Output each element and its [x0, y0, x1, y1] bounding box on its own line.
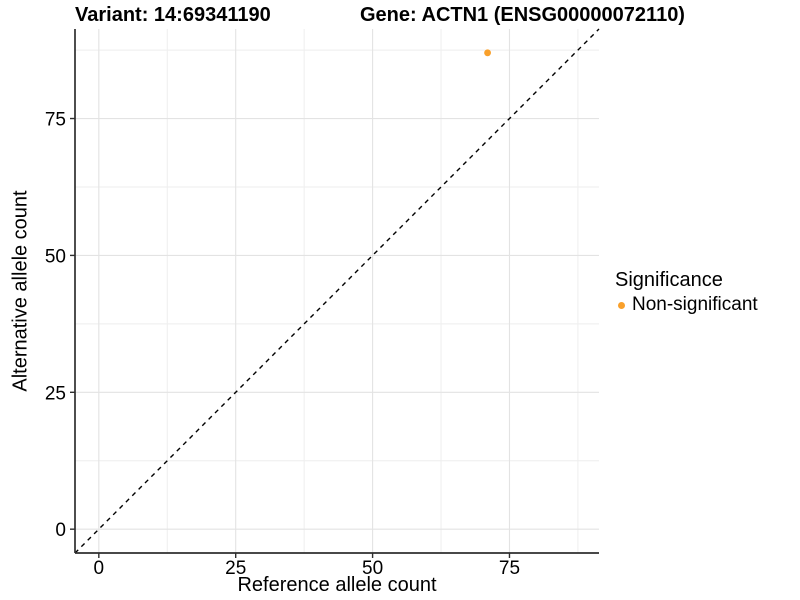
legend-title: Significance [615, 269, 723, 291]
diagonal-reference-line [74, 28, 600, 554]
y-tick-label: 50 [45, 246, 66, 267]
x-axis-title: Reference allele count [237, 574, 437, 596]
x-tick-label: 50 [362, 558, 383, 579]
legend-point-icon [618, 301, 625, 309]
data-point [484, 49, 491, 57]
x-tick-label: 0 [94, 558, 105, 579]
y-tick-label: 75 [45, 110, 66, 131]
legend-item-label: Non-significant [632, 294, 758, 315]
x-tick-label: 75 [499, 558, 520, 579]
y-tick-label: 25 [45, 383, 66, 404]
plot-title-gene: Gene: ACTN1 (ENSG00000072110) [360, 4, 685, 26]
y-tick-label: 0 [55, 520, 66, 541]
plot-title-variant: Variant: 14:69341190 [75, 4, 271, 26]
y-axis-title: Alternative allele count [9, 190, 32, 392]
legend-item-non-significant: Non-significant [615, 294, 758, 316]
x-tick-label: 25 [225, 558, 246, 579]
legend: Significance Non-significant [615, 270, 758, 316]
